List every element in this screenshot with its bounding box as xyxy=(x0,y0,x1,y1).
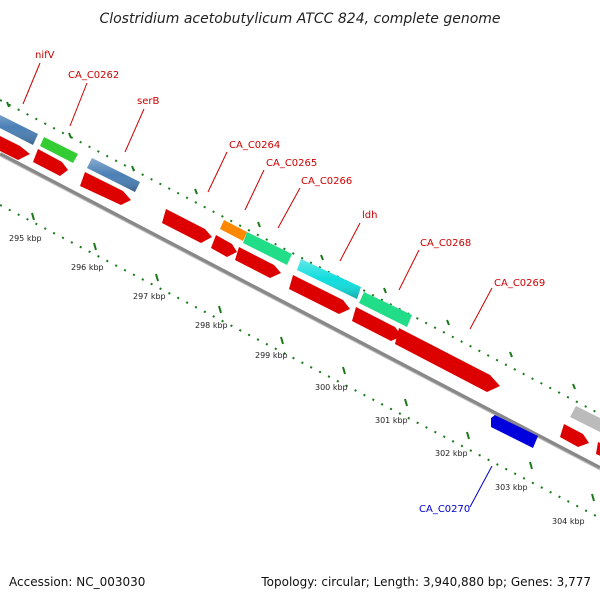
forward-strand-genes xyxy=(0,136,600,456)
kbp-label: 297 kbp xyxy=(133,292,166,301)
gene-arrow xyxy=(395,328,500,392)
gene-arrow xyxy=(560,424,589,447)
gene-ca-c0268 xyxy=(359,292,412,327)
label-leaders xyxy=(22,62,493,330)
kbp-label: 296 kbp xyxy=(71,263,104,272)
outer-major-ticks xyxy=(6,101,576,390)
gene-arrow xyxy=(289,275,350,314)
accession-text: Accession: NC_003030 xyxy=(9,575,145,589)
gene-label: ldh xyxy=(362,210,377,221)
inner-major-ticks xyxy=(31,212,595,502)
gene-labels: nifV CA_C0262 serB CA_C0264 CA_C0265 CA_… xyxy=(35,50,545,515)
gene-label: CA_C0265 xyxy=(266,158,317,169)
label-leader-blue xyxy=(469,465,493,508)
gene-label: nifV xyxy=(35,50,55,61)
gene-arrow xyxy=(33,149,68,176)
feature-genes xyxy=(0,115,600,448)
kbp-label: 300 kbp xyxy=(315,383,348,392)
gene-arrow xyxy=(596,442,600,456)
gene-arrow xyxy=(80,172,131,205)
gene-ca-c0265 xyxy=(220,220,247,241)
genome-backbone xyxy=(0,152,600,470)
gene-arrow xyxy=(352,307,402,341)
gene-label: CA_C0269 xyxy=(494,278,545,289)
gene-label: CA_C0270 xyxy=(419,504,470,515)
gene-arrow xyxy=(235,247,281,278)
gene-ca-c0266 xyxy=(243,232,292,265)
shade-overlay xyxy=(87,158,140,192)
kbp-label: 298 kbp xyxy=(195,321,228,330)
gene-ca-c0262 xyxy=(40,137,78,163)
gene-unlabeled-grey xyxy=(570,406,600,432)
topology-text: Topology: circular; Length: 3,940,880 bp… xyxy=(260,575,591,589)
kbp-labels: 295 kbp 296 kbp 297 kbp 298 kbp 299 kbp … xyxy=(9,234,585,526)
gene-label: serB xyxy=(137,96,159,107)
gene-ca-c0270 xyxy=(491,415,538,448)
kbp-label: 303 kbp xyxy=(495,483,528,492)
shade-overlay xyxy=(297,259,361,299)
kbp-label: 302 kbp xyxy=(435,449,468,458)
shade-overlay xyxy=(0,115,38,145)
kbp-label: 295 kbp xyxy=(9,234,42,243)
kbp-label: 301 kbp xyxy=(375,416,408,425)
outer-tick-track xyxy=(0,99,600,415)
inner-tick-track xyxy=(0,204,600,519)
gene-arrow xyxy=(0,136,30,160)
gene-label: CA_C0262 xyxy=(68,70,119,81)
gene-label: CA_C0266 xyxy=(301,176,352,187)
kbp-label: 299 kbp xyxy=(255,351,288,360)
gene-arrow xyxy=(211,235,237,257)
gene-arrow xyxy=(162,209,212,243)
gene-label: CA_C0268 xyxy=(420,238,471,249)
gene-label: CA_C0264 xyxy=(229,140,280,151)
kbp-label: 304 kbp xyxy=(552,517,585,526)
map-title: Clostridium acetobutylicum ATCC 824, com… xyxy=(99,11,500,27)
